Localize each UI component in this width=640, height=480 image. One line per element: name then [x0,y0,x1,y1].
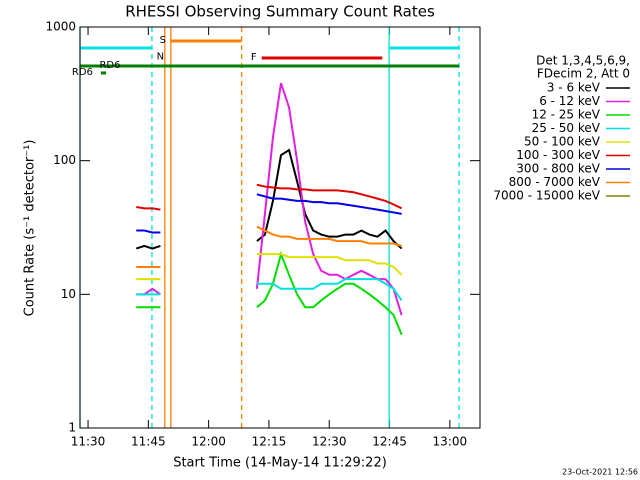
chart-title: RHESSI Observing Summary Count Rates [125,3,435,21]
legend-label: 3 - 6 keV [547,81,601,95]
series-line [136,229,161,234]
timestamp: 23-Oct-2021 12:56 [562,468,638,477]
state-label: RD6 [72,67,93,78]
state-label: F [251,52,257,63]
legend-label: 800 - 7000 keV [509,175,601,189]
series-line [256,183,403,210]
legend-header: FDecim 2, Att 0 [537,67,630,81]
y-tick-label: 10 [61,287,76,301]
x-tick-label: 12:30 [312,435,347,449]
legend-label: 12 - 25 keV [532,108,601,122]
series-line [256,225,402,247]
y-tick-label: 1 [68,421,76,435]
state-label: N [157,52,164,63]
legend-label: 100 - 300 keV [516,148,600,162]
legend-header: Det 1,3,4,5,6,9, [536,54,630,68]
series-line [256,278,403,302]
x-tick-label: 11:30 [71,435,106,449]
state-label: RD6 [99,60,120,71]
legend-label: 300 - 800 keV [516,162,600,176]
series-line [256,193,402,215]
y-tick-label: 1000 [45,20,76,34]
x-tick-label: 11:45 [131,435,166,449]
series-line [256,250,403,335]
state-label: S [160,35,166,46]
series-line [256,253,403,276]
series-line [136,206,161,211]
x-tick-label: 12:15 [252,435,287,449]
x-tick-label: 12:00 [191,435,226,449]
legend-label: 50 - 100 keV [524,135,601,149]
x-tick-label: 12:45 [372,435,407,449]
x-tick-label: 13:00 [433,435,468,449]
y-axis-label: Count Rate (s⁻¹ detector⁻¹) [23,140,38,317]
legend-label: 7000 - 15000 keV [493,189,600,203]
plot-frame [79,26,481,429]
legend-label: 25 - 50 keV [532,121,601,135]
legend-label: 6 - 12 keV [539,94,601,108]
x-axis-label: Start Time (14-May-14 11:29:22) [173,456,387,471]
y-tick-label: 100 [53,153,76,167]
series-line [135,244,161,250]
series-line [256,148,403,250]
